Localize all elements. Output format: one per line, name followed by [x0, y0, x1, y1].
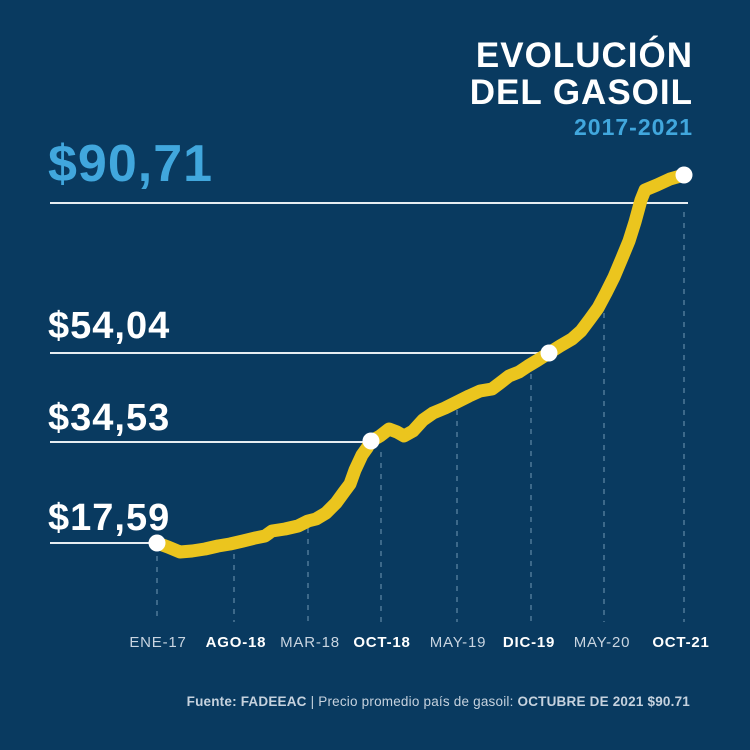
footer-highlight: OCTUBRE DE 2021 $90.71: [517, 694, 690, 709]
x-axis-label-oct-21: OCT-21: [652, 634, 710, 651]
footer-source: Fuente: FADEEAC: [186, 694, 307, 709]
x-axis-label-dic-19: DIC-19: [502, 634, 556, 651]
chart-title-line1: EVOLUCIÓN: [475, 36, 693, 75]
data-point-marker-oct-21: [675, 166, 693, 184]
x-axis-label-mar-18: MAR-18: [280, 634, 340, 651]
price-line: [150, 168, 691, 559]
price-value-label-oct-21: $90,71: [48, 135, 214, 193]
data-point-marker-oct-18: [362, 432, 380, 450]
data-point-marker-dic-19: [540, 344, 558, 362]
chart-subtitle-period: 2017-2021: [574, 114, 693, 140]
x-axis-label-oct-18: OCT-18: [353, 634, 411, 651]
price-value-label-ene-17: $17,59: [48, 497, 171, 539]
price-value-label-oct-18: $34,53: [48, 397, 171, 439]
x-axis-label-ago-18: AGO-18: [205, 634, 267, 651]
source-footer: Fuente: FADEEAC | Precio promedio país d…: [187, 694, 690, 709]
footer-description: | Precio promedio país de gasoil:: [306, 694, 518, 709]
data-point-marker-ene-17: [148, 534, 166, 552]
chart-title-line2: DEL GASOIL: [469, 73, 693, 112]
price-value-label-dic-19: $54,04: [48, 305, 171, 347]
x-axis-label-ene-17: ENE-17: [129, 634, 187, 651]
chart-header: EVOLUCIÓN DEL GASOIL 2017-2021: [470, 37, 693, 141]
x-axis-label-may-20: MAY-20: [573, 634, 631, 651]
x-axis-label-may-19: MAY-19: [429, 634, 487, 651]
